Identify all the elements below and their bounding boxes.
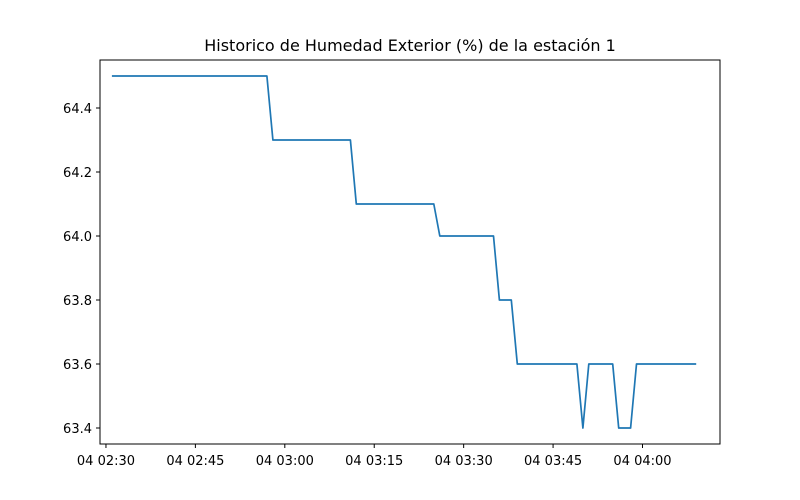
y-tick-label: 63.6: [63, 358, 92, 373]
x-tick-label: 04 04:00: [613, 454, 671, 469]
series-line-1: [111, 75, 697, 429]
x-tick-label: 04 03:15: [345, 454, 403, 469]
y-tick-label: 63.8: [63, 294, 92, 309]
x-tick-label: 04 02:30: [77, 454, 135, 469]
x-tick-label: 04 03:30: [435, 454, 493, 469]
x-tick-label: 04 03:45: [524, 454, 582, 469]
x-axis: 04 02:30 04 02:45 04 03:00 04 03:15 04 03:30…: [77, 444, 672, 469]
y-tick-label: 64.4: [63, 102, 92, 117]
y-tick-label: 64.0: [63, 230, 92, 245]
plot-frame: [99, 59, 721, 445]
x-tick-label: 04 03:00: [256, 454, 314, 469]
plot-area: [111, 75, 697, 429]
y-tick-label: 63.4: [63, 422, 92, 437]
x-tick-label: 04 02:45: [166, 454, 224, 469]
chart-title: Historico de Humedad Exterior (%) de la …: [204, 36, 616, 55]
y-axis: 63.4 63.6 63.8 64.0 64.2 64.4: [63, 102, 100, 437]
y-tick-label: 64.2: [63, 166, 92, 181]
